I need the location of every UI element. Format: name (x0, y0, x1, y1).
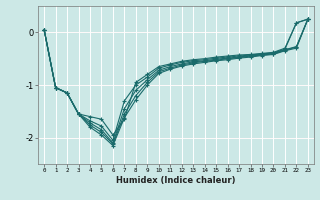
X-axis label: Humidex (Indice chaleur): Humidex (Indice chaleur) (116, 176, 236, 185)
